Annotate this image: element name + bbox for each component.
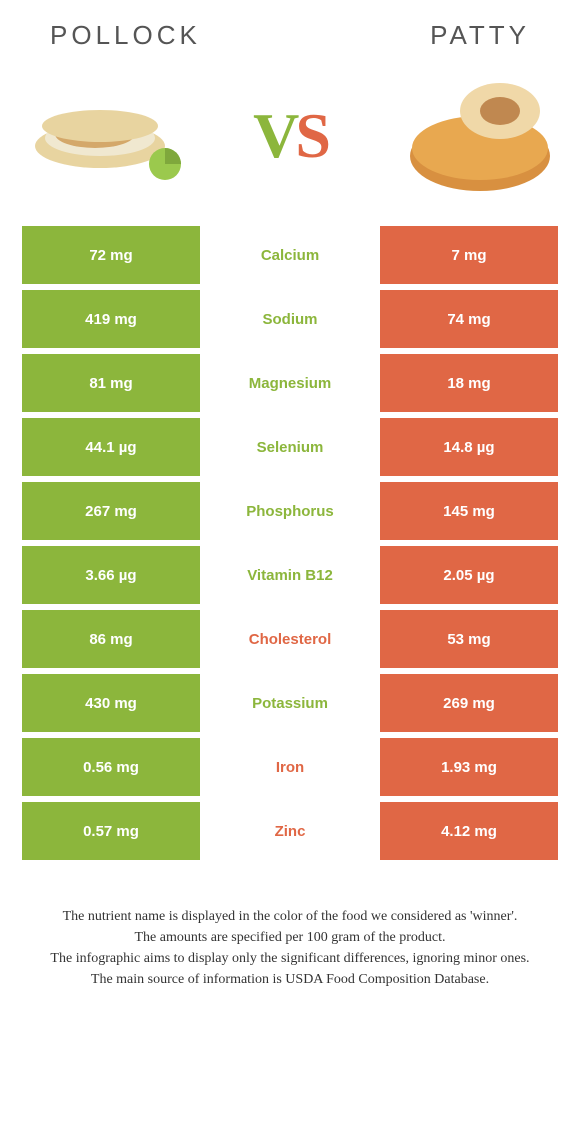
vs-s: S	[295, 100, 327, 171]
table-row: 81 mgMagnesium18 mg	[22, 354, 558, 412]
header: POLLOCK PATTY	[0, 0, 580, 61]
nutrient-label: Calcium	[200, 226, 380, 284]
value-left: 419 mg	[22, 290, 200, 348]
table-row: 3.66 µgVitamin B122.05 µg	[22, 546, 558, 604]
value-right: 74 mg	[380, 290, 558, 348]
value-right: 18 mg	[380, 354, 558, 412]
table-row: 72 mgCalcium7 mg	[22, 226, 558, 284]
nutrient-label: Selenium	[200, 418, 380, 476]
footnote: The nutrient name is displayed in the co…	[0, 866, 580, 1010]
patty-image	[390, 76, 560, 196]
nutrient-label: Vitamin B12	[200, 546, 380, 604]
value-left: 0.57 mg	[22, 802, 200, 860]
value-left: 430 mg	[22, 674, 200, 732]
value-left: 267 mg	[22, 482, 200, 540]
value-right: 53 mg	[380, 610, 558, 668]
nutrient-label: Iron	[200, 738, 380, 796]
table-row: 0.56 mgIron1.93 mg	[22, 738, 558, 796]
value-left: 86 mg	[22, 610, 200, 668]
value-right: 7 mg	[380, 226, 558, 284]
value-left: 72 mg	[22, 226, 200, 284]
value-left: 44.1 µg	[22, 418, 200, 476]
nutrient-label: Cholesterol	[200, 610, 380, 668]
footnote-line: The infographic aims to display only the…	[20, 948, 560, 969]
table-row: 430 mgPotassium269 mg	[22, 674, 558, 732]
footnote-line: The main source of information is USDA F…	[20, 969, 560, 990]
table-row: 86 mgCholesterol53 mg	[22, 610, 558, 668]
table-row: 0.57 mgZinc4.12 mg	[22, 802, 558, 860]
nutrient-label: Sodium	[200, 290, 380, 348]
table-row: 44.1 µgSelenium14.8 µg	[22, 418, 558, 476]
title-right: PATTY	[430, 20, 530, 51]
value-left: 3.66 µg	[22, 546, 200, 604]
table-row: 267 mgPhosphorus145 mg	[22, 482, 558, 540]
value-left: 81 mg	[22, 354, 200, 412]
title-left: POLLOCK	[50, 20, 201, 51]
value-right: 2.05 µg	[380, 546, 558, 604]
value-right: 1.93 mg	[380, 738, 558, 796]
value-right: 269 mg	[380, 674, 558, 732]
nutrient-label: Potassium	[200, 674, 380, 732]
value-right: 145 mg	[380, 482, 558, 540]
pollock-image	[20, 76, 190, 196]
nutrient-label: Zinc	[200, 802, 380, 860]
footnote-line: The amounts are specified per 100 gram o…	[20, 927, 560, 948]
value-right: 4.12 mg	[380, 802, 558, 860]
vs-v: V	[253, 100, 295, 171]
footnote-line: The nutrient name is displayed in the co…	[20, 906, 560, 927]
nutrient-label: Magnesium	[200, 354, 380, 412]
vs-label: VS	[253, 99, 327, 173]
nutrient-label: Phosphorus	[200, 482, 380, 540]
vs-row: VS	[0, 61, 580, 226]
value-right: 14.8 µg	[380, 418, 558, 476]
comparison-table: 72 mgCalcium7 mg 419 mgSodium74 mg 81 mgMa…	[22, 226, 558, 860]
table-row: 419 mgSodium74 mg	[22, 290, 558, 348]
value-left: 0.56 mg	[22, 738, 200, 796]
